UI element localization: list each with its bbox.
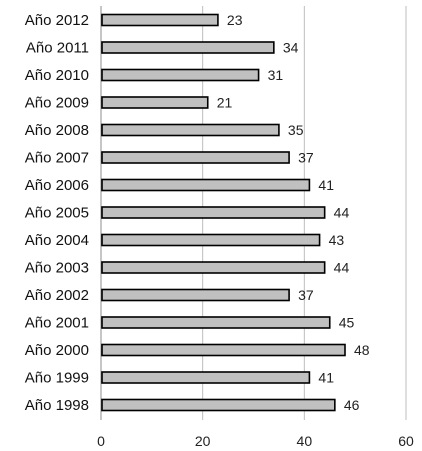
category-label: Año 2006	[25, 177, 89, 194]
category-label: Año 2000	[25, 342, 89, 359]
bars	[101, 13, 346, 412]
data-label: 48	[354, 342, 370, 358]
data-label: 44	[334, 260, 350, 276]
bar	[101, 371, 311, 384]
bar	[101, 206, 326, 219]
bar	[101, 316, 331, 329]
bar	[101, 41, 275, 54]
category-label: Año 2007	[25, 150, 89, 167]
data-label: 46	[344, 397, 360, 413]
category-label: Año 2008	[25, 122, 89, 139]
category-label: Año 2003	[25, 260, 89, 277]
category-label: Año 2012	[25, 12, 89, 29]
data-label: 45	[339, 315, 355, 331]
bar	[101, 96, 209, 109]
data-label: 21	[217, 95, 233, 111]
category-label: Año 2004	[25, 232, 89, 249]
data-label: 31	[268, 67, 284, 83]
category-label: Año 2001	[25, 315, 89, 332]
bar	[101, 178, 311, 192]
bar	[101, 343, 346, 357]
data-label: 35	[288, 122, 304, 138]
data-label: 23	[227, 12, 243, 28]
category-label: Año 2010	[25, 67, 89, 84]
x-tick-label: 0	[97, 433, 105, 449]
data-label: 43	[329, 232, 345, 248]
category-label: Año 2002	[25, 287, 89, 304]
data-label: 37	[298, 150, 314, 166]
bar	[101, 13, 219, 27]
x-tick-label: 20	[195, 433, 211, 449]
bar	[101, 151, 290, 164]
category-label: Año 1998	[25, 397, 89, 414]
category-label: Año 2005	[25, 205, 89, 222]
bar	[101, 123, 280, 137]
x-axis-tick-labels: 0 20 40 60	[97, 433, 414, 449]
bar	[101, 398, 336, 412]
data-label: 41	[318, 177, 334, 193]
category-label: Año 2009	[25, 95, 89, 112]
x-tick-label: 40	[297, 433, 313, 449]
data-label: 44	[334, 205, 350, 221]
data-label: 34	[283, 40, 299, 56]
category-label: Año 2011	[26, 40, 89, 57]
data-label: 37	[298, 287, 314, 303]
bar	[101, 233, 321, 247]
category-labels: Año 2012 Año 2011 Año 2010 Año 2009 Año 2008…	[25, 12, 89, 414]
data-label: 41	[318, 370, 334, 386]
category-label: Año 1999	[25, 370, 89, 387]
x-tick-label: 60	[398, 433, 414, 449]
bar	[101, 68, 260, 82]
bar	[101, 288, 290, 302]
bar	[101, 261, 326, 274]
